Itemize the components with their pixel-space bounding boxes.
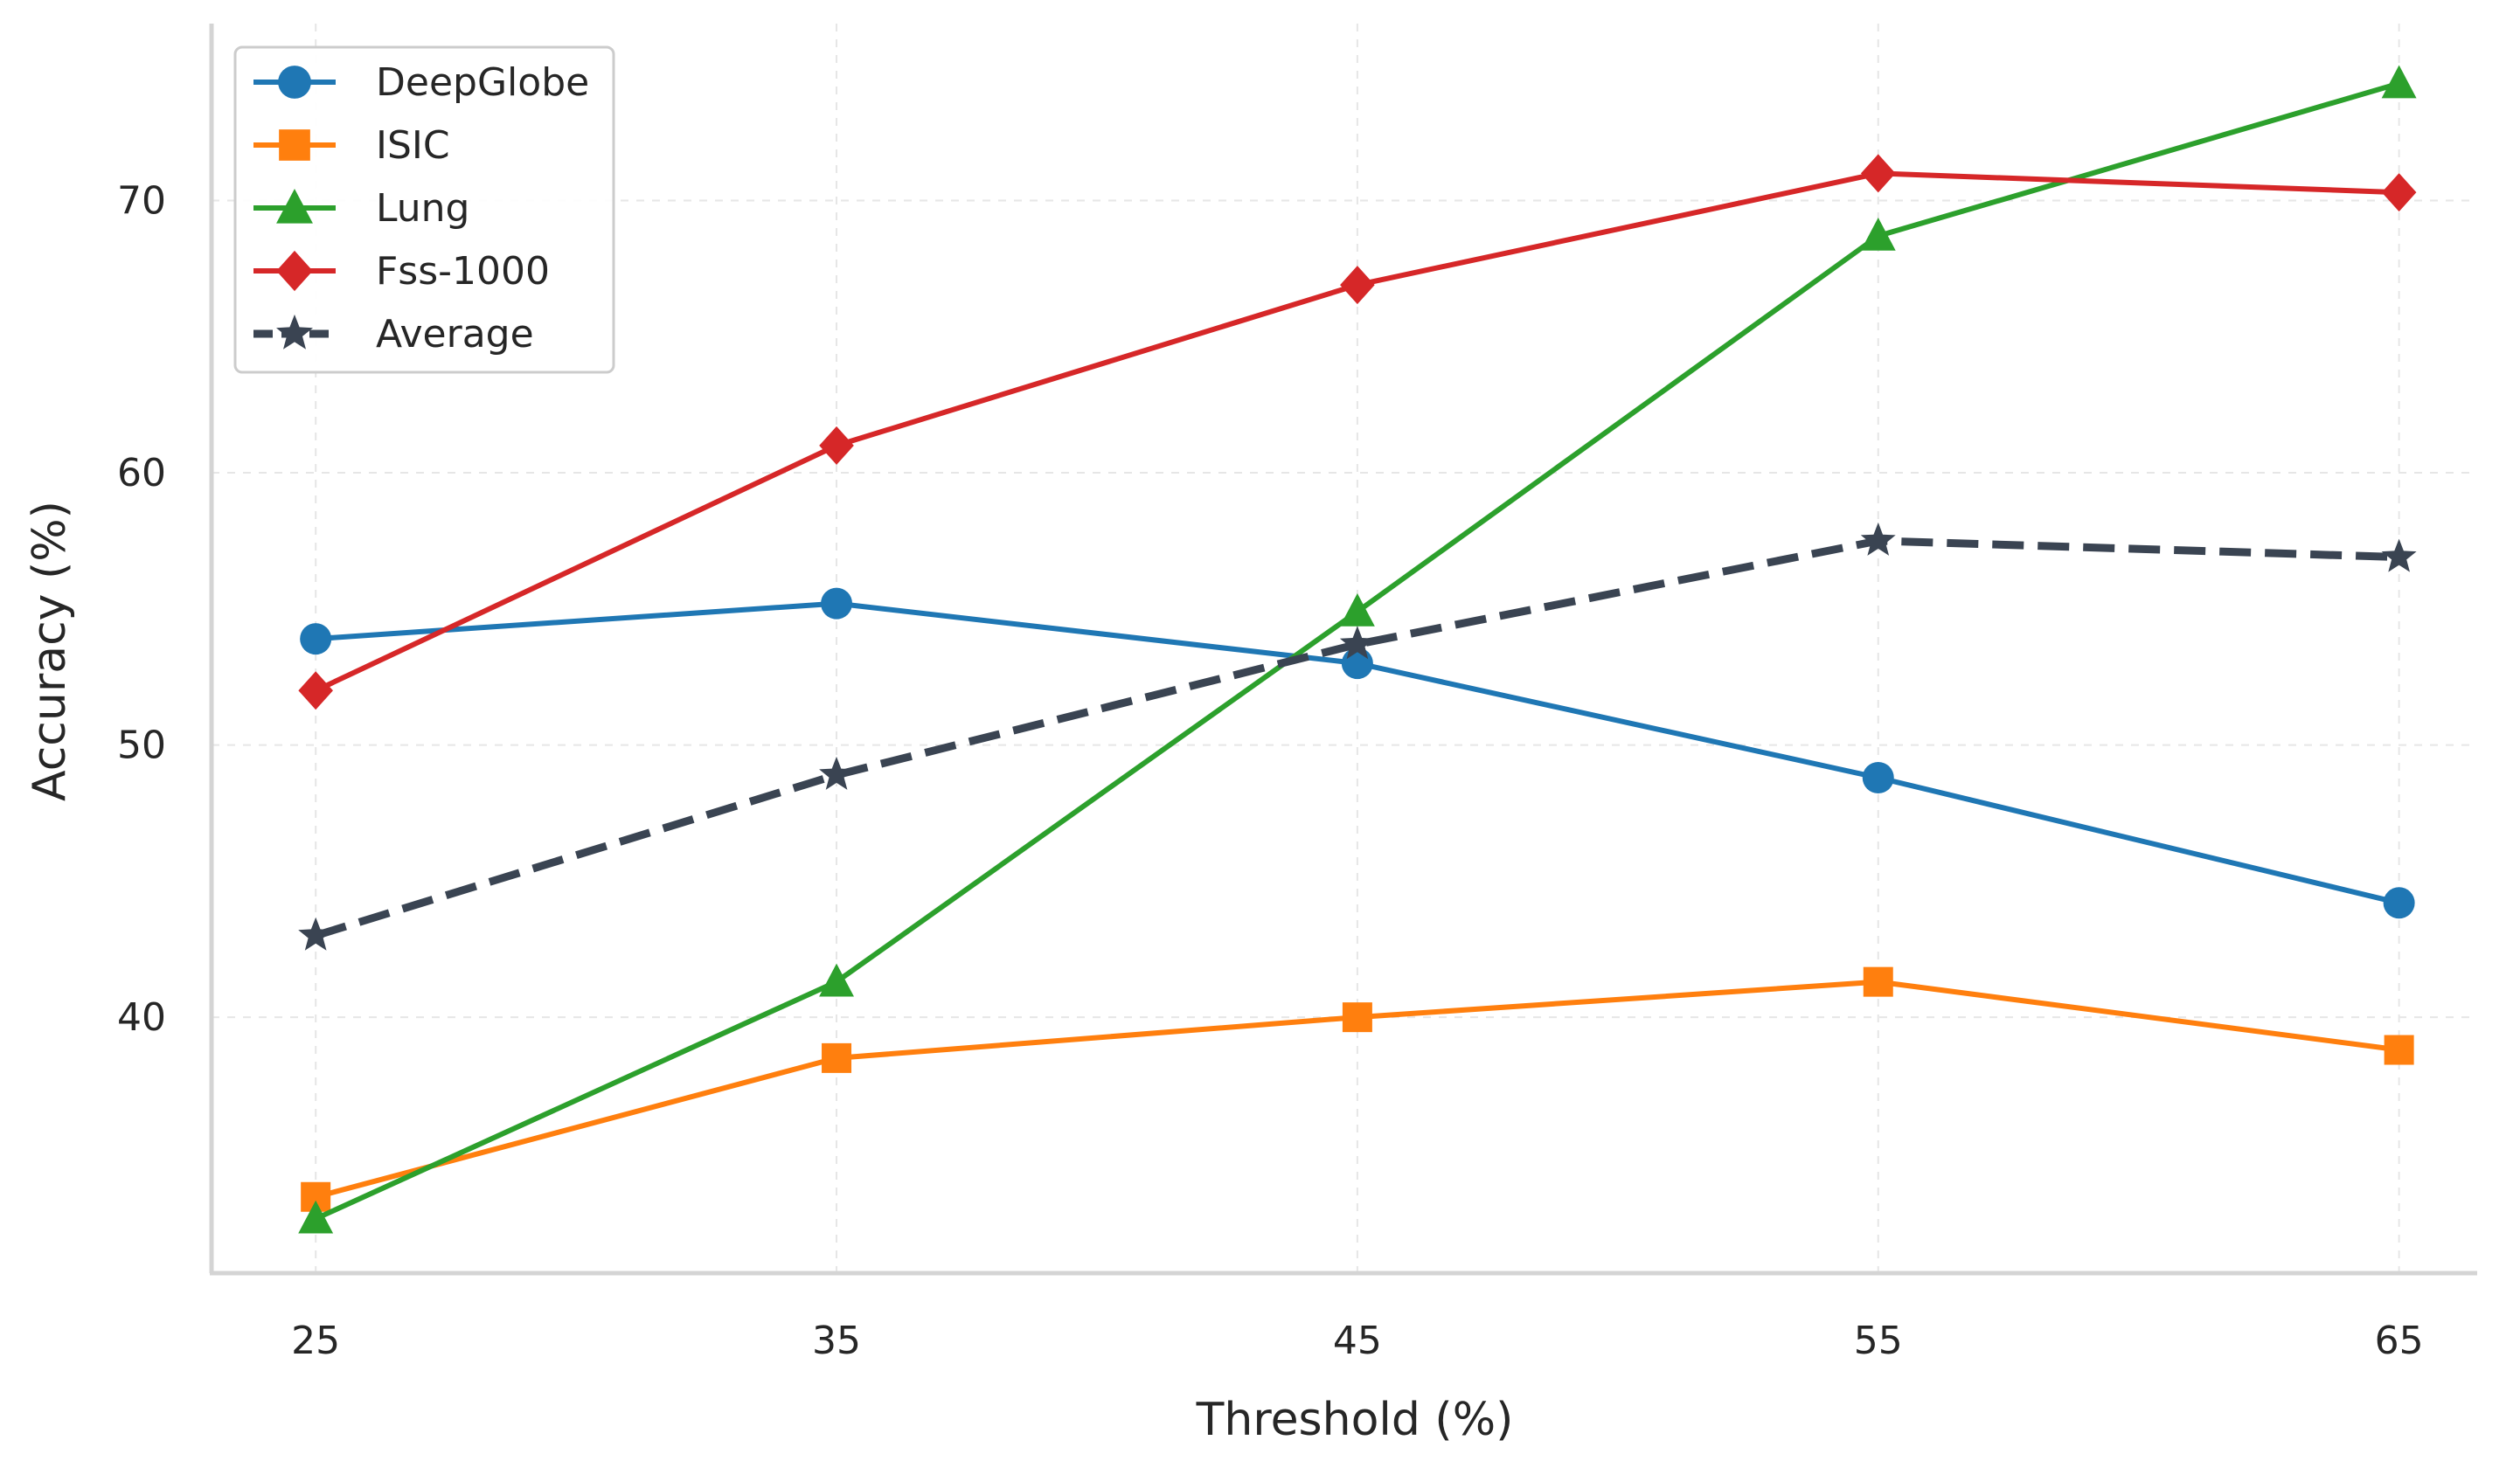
y-axis-label: Accuracy (%) <box>24 501 76 801</box>
data-point-isic <box>2384 1035 2414 1065</box>
data-point-fss-1000 <box>1860 154 1896 193</box>
x-tick-label: 35 <box>812 1319 861 1363</box>
data-point-deepglobe <box>1862 761 1894 793</box>
data-point-fss-1000 <box>1340 266 1375 305</box>
x-tick-label: 65 <box>2375 1319 2424 1363</box>
legend-box <box>233 45 615 374</box>
series <box>298 65 2417 1234</box>
legend-label-isic: ISIC <box>376 123 450 168</box>
data-point-deepglobe <box>300 623 332 655</box>
legend-label-average: Average <box>376 312 534 357</box>
data-point-isic <box>1342 1002 1372 1033</box>
y-tick-label: 50 <box>117 724 166 768</box>
legend-label-deepglobe: DeepGlobe <box>376 60 589 105</box>
data-point-average <box>819 756 854 790</box>
data-point-fss-1000 <box>2381 173 2417 212</box>
data-point-lung <box>2381 65 2417 99</box>
data-point-average <box>1339 626 1375 660</box>
data-point-average <box>1860 522 1896 556</box>
y-tick-label: 60 <box>117 451 166 495</box>
x-tick-label: 45 <box>1333 1319 1382 1363</box>
legend-label-lung: Lung <box>376 186 469 231</box>
series-fss-1000 <box>298 154 2417 710</box>
data-point-average <box>298 917 334 951</box>
series-average <box>298 522 2417 951</box>
y-tick-label: 70 <box>117 179 166 224</box>
legend-marker-lung <box>276 188 313 224</box>
data-point-lung <box>298 1200 334 1234</box>
axes <box>209 24 2477 1276</box>
data-point-deepglobe <box>2383 887 2415 919</box>
data-point-average <box>2381 538 2417 572</box>
legend-label-fss-1000: Fss-1000 <box>376 249 550 294</box>
data-point-lung <box>1860 218 1896 251</box>
y-tick-label: 40 <box>117 995 166 1040</box>
data-point-lung <box>819 963 854 997</box>
data-point-fss-1000 <box>298 671 333 710</box>
x-tick-label: 55 <box>1854 1319 1903 1363</box>
data-point-lung <box>1339 592 1375 627</box>
data-point-fss-1000 <box>819 426 854 465</box>
data-point-deepglobe <box>821 587 853 620</box>
legend-marker-fss-1000 <box>276 250 313 292</box>
legend: DeepGlobe ISIC Lung Fss-1000 Average <box>233 45 615 374</box>
x-tick-label: 25 <box>291 1319 340 1363</box>
legend-marker-deepglobe <box>278 66 311 99</box>
data-point-isic <box>1863 966 1893 997</box>
data-point-isic <box>822 1042 852 1073</box>
series-line-average <box>314 537 2399 939</box>
x-axis-label: Threshold (%) <box>1196 1394 1514 1446</box>
legend-marker-average <box>276 314 313 350</box>
tick-labels: 25 35 45 55 65 40 50 60 70 <box>117 179 2424 1363</box>
series-lung <box>298 65 2417 1234</box>
legend-marker-isic <box>279 129 310 161</box>
series-isic <box>301 966 2414 1212</box>
data-point-deepglobe <box>1341 647 1373 680</box>
